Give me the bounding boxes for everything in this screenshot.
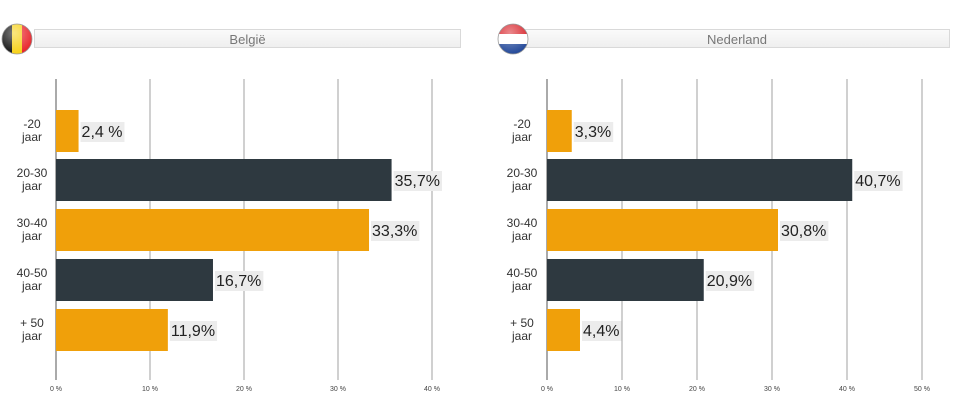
x-tick-label: 0 % [541, 386, 553, 393]
value-label-background [780, 221, 829, 241]
bar [56, 259, 213, 301]
belgium-flag-icon [1, 23, 33, 55]
data-label: 16,7% [216, 273, 261, 290]
value-label-background [169, 321, 218, 341]
chart-panel-nederland: Nederland 0 % 10 % 20 % 30 % 40 % 50 % -20 jaar… [490, 0, 959, 409]
category-label: -20 jaar [21, 117, 42, 144]
data-label: 33,3% [372, 223, 417, 240]
x-tick-label: 20 % [236, 386, 252, 393]
bar [547, 110, 572, 152]
bar [547, 159, 853, 201]
bar [56, 209, 370, 251]
category-label: 40-50 jaar [17, 266, 48, 293]
data-label: 30,8% [781, 223, 826, 240]
x-tick-label: 40 % [839, 386, 855, 393]
netherlands-flag-icon [497, 23, 529, 55]
x-tick-label: 10 % [614, 386, 630, 393]
category-label: 20-30 jaar [507, 166, 538, 193]
x-tick-label: 30 % [764, 386, 780, 393]
value-label-background [80, 122, 125, 142]
bar [56, 309, 168, 351]
bar [547, 309, 580, 351]
value-label-background [582, 321, 622, 341]
bar [56, 110, 79, 152]
category-label: + 50 jaar [20, 316, 44, 343]
bar [56, 159, 392, 201]
x-tick-label: 0 % [50, 386, 62, 393]
data-label: 11,9% [171, 323, 215, 340]
x-tick-label: 50 % [914, 386, 930, 393]
bar [547, 209, 778, 251]
chart-panel-belgie: België 0 % 10 % 20 % 30 % 40 % -20 jaar 2,4 % 20… [0, 0, 470, 409]
chart-title: België [34, 29, 461, 48]
data-label: 35,7% [395, 173, 440, 190]
bar [547, 259, 704, 301]
data-label: 40,7% [855, 173, 900, 190]
data-label: 3,3% [575, 124, 611, 141]
value-label-background [214, 271, 264, 291]
category-label: 30-40 jaar [17, 216, 48, 243]
x-tick-label: 40 % [424, 386, 440, 393]
value-label-background [573, 122, 614, 142]
value-label-background [371, 221, 420, 241]
value-label-background [854, 171, 903, 191]
category-label: 30-40 jaar [507, 216, 538, 243]
chart-title: Nederland [524, 29, 950, 48]
x-tick-label: 10 % [142, 386, 158, 393]
category-label: 40-50 jaar [507, 266, 538, 293]
value-label-background [393, 171, 442, 191]
bar-chart-nederland: 0 % 10 % 20 % 30 % 40 % 50 % -20 jaar 3,3% 20-30 j… [507, 79, 930, 393]
bar-chart-belgie: 0 % 10 % 20 % 30 % 40 % -20 jaar 2,4 % 20-30 jaar… [17, 79, 442, 393]
data-label: 4,4% [583, 323, 619, 340]
category-label: -20 jaar [511, 117, 532, 144]
category-label: + 50 jaar [510, 316, 534, 343]
category-label: 20-30 jaar [17, 166, 48, 193]
value-label-background [705, 271, 755, 291]
data-label: 2,4 % [82, 124, 123, 141]
x-tick-label: 20 % [689, 386, 705, 393]
x-tick-label: 30 % [330, 386, 346, 393]
data-label: 20,9% [707, 273, 752, 290]
